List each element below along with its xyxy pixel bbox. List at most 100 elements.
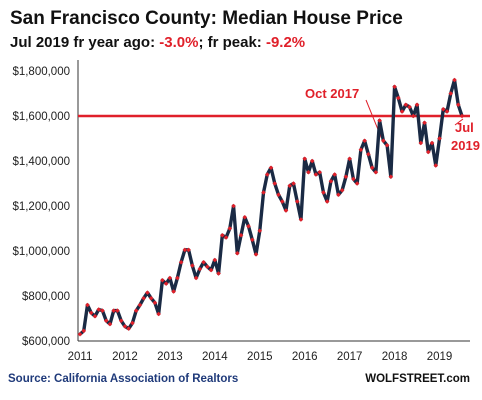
x-tick-label: 2013 <box>157 351 183 363</box>
data-point <box>440 106 446 112</box>
annotation-jul: Jul <box>455 120 474 135</box>
data-point <box>77 331 83 337</box>
x-tick-label: 2014 <box>202 351 228 363</box>
data-point <box>111 308 117 313</box>
data-point <box>279 199 285 204</box>
data-point <box>175 275 180 281</box>
data-point <box>448 91 454 96</box>
data-point <box>354 181 360 186</box>
data-point <box>392 84 397 90</box>
data-point <box>422 120 427 126</box>
data-point <box>96 307 102 312</box>
y-tick-label: $600,000 <box>22 336 70 348</box>
data-point <box>186 247 191 253</box>
data-point <box>347 156 352 162</box>
data-point <box>133 308 139 313</box>
data-point <box>118 318 124 324</box>
y-tick-label: $1,000,000 <box>12 246 70 258</box>
data-point <box>276 192 281 198</box>
data-point <box>103 318 109 324</box>
data-point <box>302 156 308 162</box>
data-point <box>377 118 382 123</box>
data-point <box>328 178 334 184</box>
data-point <box>264 172 270 177</box>
annotation-oct-2017: Oct 2017 <box>305 86 359 101</box>
data-point <box>351 176 356 182</box>
data-point <box>167 275 173 281</box>
x-tick-label: 2016 <box>292 351 318 363</box>
data-point <box>321 190 326 195</box>
data-point <box>294 199 300 204</box>
data-point <box>223 235 229 240</box>
data-point <box>156 311 161 317</box>
subtitle-yoy-value: -3.0% <box>159 34 198 51</box>
data-point <box>163 281 169 286</box>
data-point <box>234 250 240 256</box>
data-point <box>444 109 450 114</box>
data-point <box>414 102 420 108</box>
data-point <box>137 302 143 308</box>
data-point <box>455 102 461 108</box>
data-point <box>332 172 337 177</box>
data-point <box>88 310 94 316</box>
x-tick-label: 2012 <box>112 351 138 363</box>
data-point <box>197 266 203 272</box>
data-point <box>396 95 401 101</box>
data-point <box>381 138 386 144</box>
x-tick-label: 2019 <box>427 351 453 363</box>
data-point <box>388 174 394 180</box>
data-point <box>115 308 120 313</box>
data-point <box>178 259 184 265</box>
data-point <box>437 136 442 141</box>
data-point <box>130 320 135 326</box>
data-point <box>205 264 210 270</box>
annotation-2019: 2019 <box>451 138 480 153</box>
data-point <box>100 308 105 313</box>
data-point <box>433 163 439 168</box>
data-point <box>339 187 345 193</box>
subtitle-peak-value: -9.2% <box>266 34 305 51</box>
data-point <box>403 102 409 108</box>
data-point <box>291 181 296 186</box>
data-point <box>253 252 259 257</box>
x-tick-labels: 2011 2012 2013 2014 2015 2016 2017 2018 2019 <box>68 351 453 363</box>
data-point <box>212 257 218 263</box>
y-tick-label: $1,800,000 <box>12 66 70 78</box>
series-line <box>78 78 464 336</box>
y-tick-label: $1,600,000 <box>12 111 70 123</box>
data-point <box>313 172 319 177</box>
y-tick-labels: $600,000 $800,000 $1,000,000 $1,200,000 $1,4… <box>12 66 70 348</box>
data-point <box>369 165 375 171</box>
data-point <box>145 290 150 295</box>
x-tick-label: 2011 <box>68 351 93 363</box>
data-point <box>358 147 364 153</box>
data-point <box>238 232 244 238</box>
y-tick-label: $800,000 <box>22 291 70 303</box>
data-point <box>201 259 206 265</box>
data-point <box>399 109 405 114</box>
data-point <box>407 104 412 110</box>
data-point <box>216 271 221 276</box>
data-point <box>193 275 199 281</box>
chart-title: San Francisco County: Median House Price <box>10 8 403 29</box>
data-point <box>362 138 367 144</box>
data-point <box>324 199 330 204</box>
data-point <box>148 295 154 301</box>
data-point <box>171 289 176 294</box>
data-point <box>122 324 128 329</box>
chart-subtitle: Jul 2019 fr year ago: -3.0%; fr peak: -9… <box>10 34 305 51</box>
data-point <box>411 113 416 119</box>
annotation-arrow-jul-2019 <box>454 118 464 126</box>
data-point <box>261 190 266 195</box>
data-point <box>384 142 390 148</box>
data-point <box>246 223 251 229</box>
data-point <box>283 208 289 213</box>
data-point <box>459 113 465 119</box>
data-point <box>81 328 87 334</box>
x-tick-label: 2018 <box>382 351 408 363</box>
data-point <box>126 326 131 331</box>
data-point <box>152 300 158 306</box>
data-point <box>272 181 278 186</box>
data-point <box>257 228 263 234</box>
